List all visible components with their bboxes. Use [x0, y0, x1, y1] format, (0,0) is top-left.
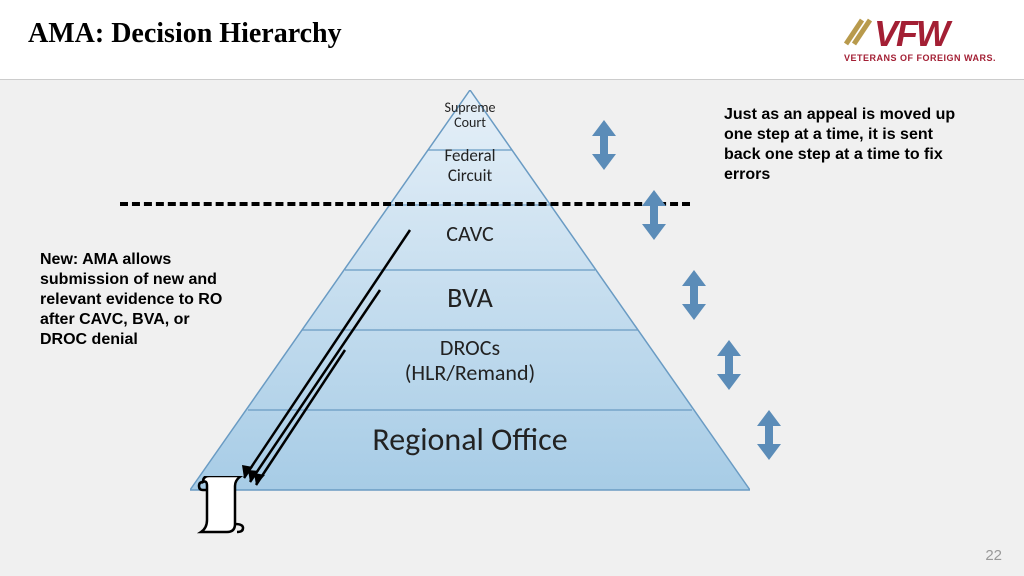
scroll-icon: [195, 476, 251, 536]
dashed-separator: [120, 202, 690, 206]
double-arrow-icon: [755, 410, 783, 460]
logo-subtitle: VETERANS OF FOREIGN WARS.: [844, 53, 996, 63]
level-regional-office: Regional Office: [190, 420, 750, 459]
note-right: Just as an appeal is moved up one step a…: [724, 105, 964, 185]
logo-text: VFW: [874, 20, 948, 49]
vfw-logo: VFW VETERANS OF FOREIGN WARS.: [844, 18, 996, 63]
level-federal-circuit: FederalCircuit: [190, 146, 750, 185]
level-supreme-court: SupremeCourt: [190, 100, 750, 131]
slide-title: AMA: Decision Hierarchy: [28, 18, 342, 50]
slide-header: AMA: Decision Hierarchy VFW VETERANS OF …: [0, 0, 1024, 80]
double-arrow-icon: [715, 340, 743, 390]
note-left: New: AMA allows submission of new and re…: [40, 250, 240, 350]
page-number: 22: [985, 547, 1002, 564]
level-bva: BVA: [190, 280, 750, 315]
level-drocs: DROCs(HLR/Remand): [190, 335, 750, 386]
double-arrow-icon: [590, 120, 618, 170]
double-arrow-icon: [680, 270, 708, 320]
double-arrow-icon: [640, 190, 668, 240]
slide-content: SupremeCourt FederalCircuit CAVC BVA DRO…: [0, 80, 1024, 576]
logo-stripes-icon: [844, 18, 872, 51]
